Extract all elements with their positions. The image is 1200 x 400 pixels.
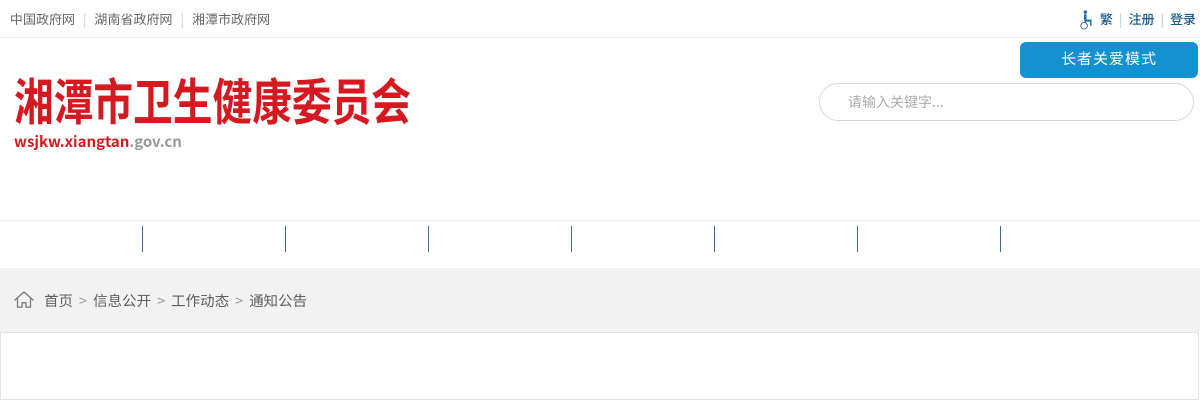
svg-text:湘潭市卫生健康委员会: 湘潭市卫生健康委员会 — [14, 74, 411, 129]
